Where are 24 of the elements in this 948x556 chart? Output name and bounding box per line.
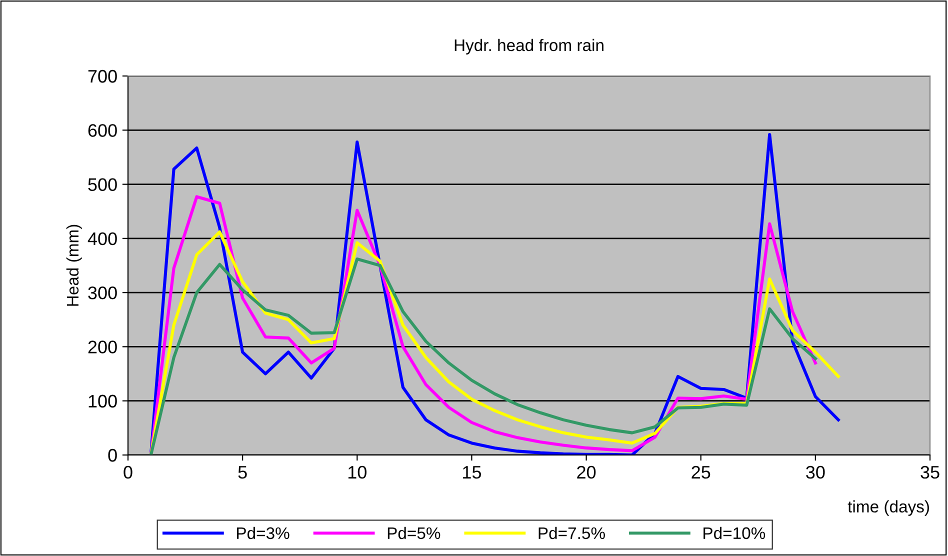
- chart-title: Hydr. head from rain: [454, 38, 604, 54]
- y-tick-label: 600: [88, 124, 117, 137]
- x-tick-label: 15: [463, 466, 481, 479]
- legend-label: Pd=3%: [237, 526, 290, 540]
- legend-label: Pd=10%: [704, 526, 766, 540]
- y-tick-label: 400: [88, 232, 117, 246]
- legend-label: Pd=5%: [388, 526, 440, 540]
- x-tick-label: 35: [920, 466, 940, 479]
- x-tick-label: 25: [692, 466, 710, 479]
- legend-label: Pd=7.5%: [538, 526, 605, 540]
- y-tick-label: 0: [108, 448, 117, 462]
- y-tick-label: 300: [88, 286, 117, 300]
- line-series: [149, 132, 840, 455]
- x-tick-label: 30: [806, 466, 825, 479]
- x-tick-label: 0: [124, 466, 132, 479]
- x-tick-label: 5: [238, 466, 247, 479]
- y-tick-label: 100: [88, 394, 117, 408]
- x-tick-label: 20: [577, 466, 596, 479]
- y-tick-label: 500: [88, 178, 117, 192]
- y-tick-label: 200: [88, 340, 117, 354]
- x-axis-title: time (days): [848, 500, 929, 516]
- y-tick-label: 700: [88, 70, 117, 83]
- x-tick-label: 10: [348, 466, 366, 479]
- y-axis-title: Head (mm): [66, 224, 82, 306]
